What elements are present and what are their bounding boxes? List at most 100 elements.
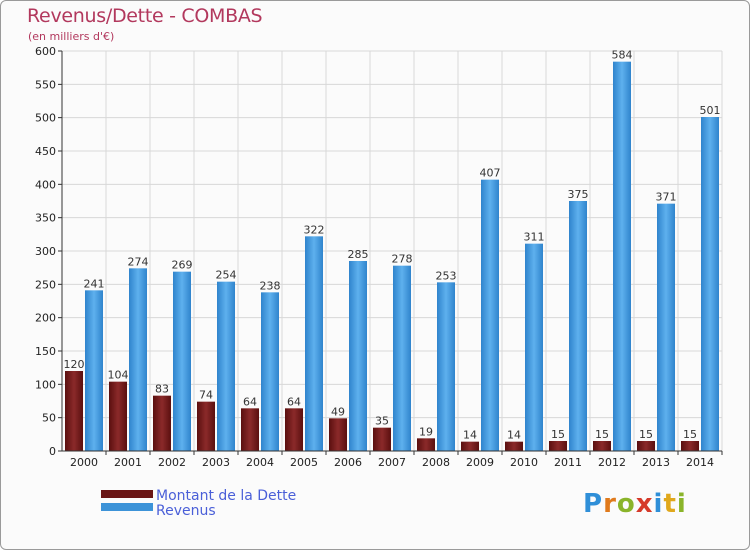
y-tick-label: 450 <box>35 145 56 158</box>
legend: Montant de la Dette Revenus <box>101 488 296 519</box>
bar-dette <box>241 408 259 451</box>
data-label: 15 <box>639 428 653 441</box>
bar-revenus <box>129 268 147 451</box>
data-label: 253 <box>436 269 457 282</box>
bar-dette <box>549 441 567 451</box>
bar-revenus <box>525 243 543 451</box>
data-label: 278 <box>392 253 413 266</box>
bars <box>65 61 719 452</box>
data-label: 74 <box>199 389 213 402</box>
y-tick-label: 50 <box>42 412 56 425</box>
x-tick-label: 2003 <box>202 456 230 469</box>
y-tick-label: 600 <box>35 45 56 58</box>
bar-revenus <box>437 282 455 451</box>
legend-label-revenus: Revenus <box>156 503 216 519</box>
data-label: 407 <box>480 167 501 180</box>
x-tick-label: 2008 <box>422 456 450 469</box>
data-label: 254 <box>216 269 237 282</box>
data-label: 14 <box>507 429 521 442</box>
x-tick-label: 2014 <box>686 456 714 469</box>
y-tick-label: 350 <box>35 212 56 225</box>
bar-revenus <box>173 271 191 451</box>
data-label: 285 <box>348 248 369 261</box>
data-label: 238 <box>260 279 281 292</box>
axes: 0 50 100 150 200 250 300 350 400 450 500 550 600 2000… <box>35 45 723 469</box>
data-label: 15 <box>683 428 697 441</box>
x-tick-label: 2000 <box>70 456 98 469</box>
bar-revenus <box>657 203 675 451</box>
bar-dette <box>329 418 347 451</box>
data-label: 64 <box>287 395 301 408</box>
bar-revenus <box>217 281 235 451</box>
y-tick-label: 300 <box>35 245 56 258</box>
data-labels: 120 104 83 74 64 64 49 35 19 14 14 15 15 15 15 241 274 26… <box>64 49 721 442</box>
data-label: 104 <box>108 369 129 382</box>
data-label: 64 <box>243 395 257 408</box>
data-label: 49 <box>331 405 345 418</box>
y-tick-label: 250 <box>35 278 56 291</box>
bar-dette <box>197 401 215 451</box>
x-tick-label: 2005 <box>290 456 318 469</box>
x-tick-label: 2010 <box>510 456 538 469</box>
data-label: 311 <box>524 231 545 244</box>
bar-revenus <box>349 261 367 451</box>
data-label: 274 <box>128 255 149 268</box>
grid-lines <box>61 50 723 452</box>
data-label: 501 <box>700 104 721 117</box>
data-label: 15 <box>551 428 565 441</box>
y-tick-label: 200 <box>35 312 56 325</box>
y-tick-label: 0 <box>49 445 56 458</box>
chart-title: Revenus/Dette - COMBAS <box>27 5 263 27</box>
chart-subtitle: (en milliers d'€) <box>28 30 115 43</box>
x-tick-label: 2013 <box>642 456 670 469</box>
bar-dette <box>593 441 611 451</box>
bar-revenus <box>393 265 411 451</box>
bar-dette <box>637 441 655 451</box>
legend-swatch-debt <box>101 490 153 498</box>
bar-revenus <box>481 179 499 451</box>
data-label: 120 <box>64 358 85 371</box>
bar-revenus <box>261 292 279 451</box>
bar-dette <box>65 371 83 451</box>
bar-revenus <box>701 117 719 451</box>
bar-dette <box>109 381 127 451</box>
bar-revenus <box>613 61 631 452</box>
x-tick-label: 2011 <box>554 456 582 469</box>
legend-swatch-revenus <box>101 503 153 511</box>
bar-dette <box>417 438 435 451</box>
bar-revenus <box>305 236 323 451</box>
y-tick-label: 150 <box>35 345 56 358</box>
x-tick-label: 2012 <box>598 456 626 469</box>
bar-revenus <box>569 201 587 451</box>
bar-dette <box>461 441 479 451</box>
proxiti-logo: Proxiti <box>583 489 687 519</box>
bar-dette <box>153 395 171 451</box>
x-tick-label: 2007 <box>378 456 406 469</box>
data-label: 322 <box>304 223 325 236</box>
data-label: 584 <box>612 49 633 62</box>
data-label: 375 <box>568 188 589 201</box>
y-tick-label: 550 <box>35 78 56 91</box>
bar-dette <box>681 441 699 451</box>
y-tick-label: 400 <box>35 178 56 191</box>
bar-dette <box>285 408 303 451</box>
data-label: 241 <box>84 277 105 290</box>
data-label: 35 <box>375 415 389 428</box>
data-label: 269 <box>172 259 193 272</box>
data-label: 371 <box>656 191 677 204</box>
y-tick-label: 100 <box>35 378 56 391</box>
bar-revenus <box>85 290 103 451</box>
bar-dette <box>505 441 523 451</box>
data-label: 19 <box>419 425 433 438</box>
y-tick-label: 500 <box>35 112 56 125</box>
data-label: 83 <box>155 383 169 396</box>
data-label: 14 <box>463 429 477 442</box>
data-label: 15 <box>595 428 609 441</box>
bar-dette <box>373 427 391 451</box>
x-tick-label: 2009 <box>466 456 494 469</box>
x-tick-label: 2004 <box>246 456 274 469</box>
x-tick-label: 2002 <box>158 456 186 469</box>
legend-label-debt: Montant de la Dette <box>156 488 296 504</box>
